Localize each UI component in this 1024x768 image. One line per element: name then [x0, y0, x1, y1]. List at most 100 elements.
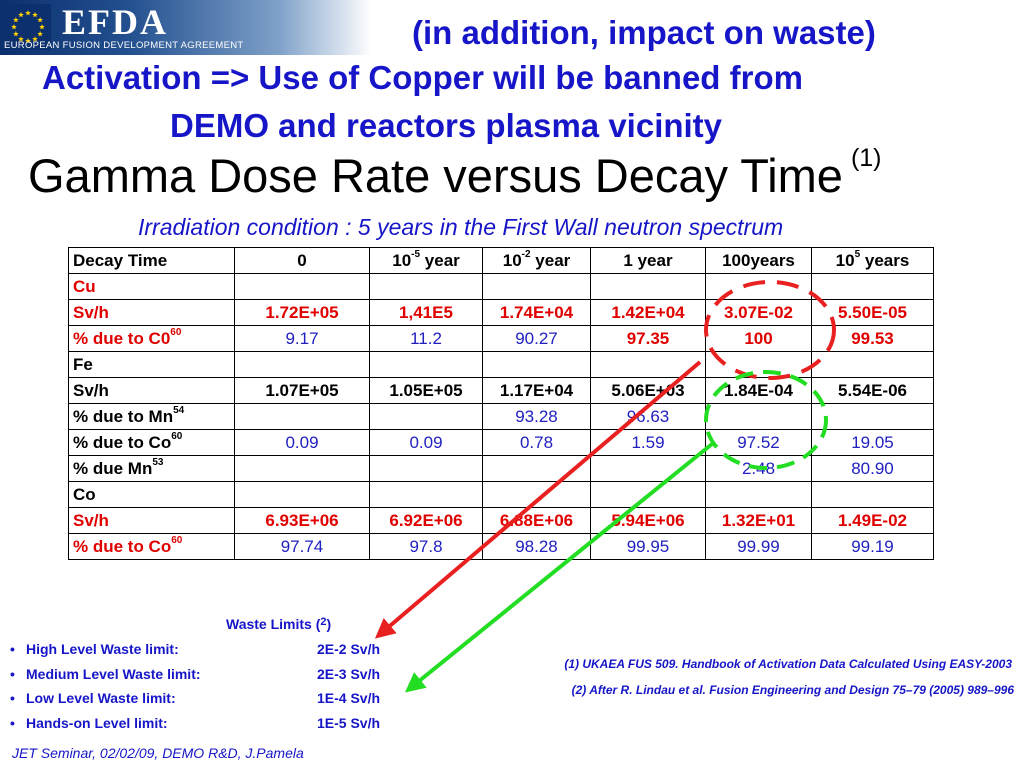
- table-cell: [482, 273, 591, 300]
- table-cell: [482, 351, 591, 378]
- table-cell: 5.06E+03: [590, 377, 706, 404]
- waste-limit-label: High Level Waste limit:: [26, 641, 179, 657]
- table-cell: 3.07E-02: [705, 299, 812, 326]
- star-mark: [25, 38, 31, 44]
- table-cell: [482, 455, 591, 482]
- table-cell: [705, 273, 812, 300]
- row-label: % due to Mn54: [68, 403, 235, 430]
- table-cell: 1.74E+04: [482, 299, 591, 326]
- table-row: Sv/h 1.07E+05 1.05E+05 1.17E+04 5.06E+03 1.84…: [68, 377, 934, 404]
- headline-activation: Activation => Use of Copper will be bann…: [42, 59, 803, 96]
- table-cell: 5.54E-06: [811, 377, 934, 404]
- header-base: 10: [502, 250, 522, 270]
- header-unit: years: [860, 250, 910, 270]
- bullet-icon: •: [10, 665, 15, 682]
- title-footnote-marker: (1): [850, 144, 882, 172]
- star-mark: [39, 24, 45, 30]
- table-cell: 1.32E+01: [705, 507, 812, 534]
- table-cell: 9.17: [234, 325, 370, 352]
- logo-subtitle: EUROPEAN FUSION DEVELOPMENT AGREEMENT: [4, 40, 244, 51]
- table-cell: 1,41E5: [369, 299, 483, 326]
- table-cell: 99.53: [811, 325, 934, 352]
- table-cell: 80.90: [811, 455, 934, 482]
- table-row: % due to Co60 0.09 0.09 0.78 1.59 97.52 19.05: [68, 429, 934, 456]
- table-cell: 0.09: [234, 429, 370, 456]
- isotope-mass-number: 60: [171, 430, 183, 442]
- header-1e-5-year: 10-5 year: [369, 247, 483, 274]
- header-0: 0: [234, 247, 370, 274]
- table-row: Cu: [68, 273, 934, 300]
- table-cell: [811, 273, 934, 300]
- table-cell: [811, 403, 934, 430]
- waste-limit-label: Medium Level Waste limit:: [26, 665, 201, 682]
- table-cell: 90.27: [482, 325, 591, 352]
- star-mark: [13, 17, 19, 23]
- table-cell: [369, 481, 483, 508]
- table-cell: [590, 351, 706, 378]
- table-cell: [234, 273, 370, 300]
- row-label-text: % due to Mn: [73, 406, 174, 426]
- waste-limit-item: • Hands-on Level limit: 1E-5 Sv/h: [10, 714, 380, 731]
- row-label: Fe: [68, 351, 235, 378]
- row-label-text: % due to C0: [73, 328, 171, 348]
- table-cell: 1.05E+05: [369, 377, 483, 404]
- waste-limit-value: 1E-4 Sv/h: [317, 690, 381, 706]
- table-cell: 1.07E+05: [234, 377, 370, 404]
- row-label: % due to C060: [68, 325, 235, 352]
- bullet-icon: •: [10, 714, 15, 731]
- table-cell: [705, 351, 812, 378]
- table-row: % due to Co60 97.74 97.8 98.28 99.95 99.99 99.…: [68, 533, 934, 560]
- table-cell: 96.63: [590, 403, 706, 430]
- table-cell: [482, 481, 591, 508]
- star-mark: [11, 24, 17, 30]
- table-cell: [590, 455, 706, 482]
- table-row: Co: [68, 481, 934, 508]
- header-decay-time: Decay Time: [68, 247, 235, 274]
- row-label-text: % due to Co: [73, 432, 172, 452]
- table-row: % due to Mn54 93.28 96.63: [68, 403, 934, 430]
- table-cell: [234, 351, 370, 378]
- waste-heading-text: Waste Limits (: [226, 616, 321, 632]
- efda-logo-banner: [0, 0, 372, 55]
- table-cell: 1.84E-04: [705, 377, 812, 404]
- row-label-text: % due Mn: [73, 458, 153, 478]
- waste-limit-value: 2E-3 Sv/h: [317, 665, 381, 682]
- table-cell: 97.52: [705, 429, 812, 456]
- table-cell: 99.19: [811, 533, 934, 560]
- table-cell: 11.2: [369, 325, 483, 352]
- row-label: % due Mn53: [68, 455, 235, 482]
- table-cell: [590, 273, 706, 300]
- table-cell: 97.74: [234, 533, 370, 560]
- header-exponent: 5: [854, 248, 861, 260]
- table-cell: [590, 481, 706, 508]
- table-cell: 93.28: [482, 403, 591, 430]
- row-label-text: Sv/h: [73, 302, 109, 322]
- table-cell: 1.59: [590, 429, 706, 456]
- header-100-years: 100years: [705, 247, 812, 274]
- table-cell: [369, 455, 483, 482]
- star-mark: [18, 36, 24, 42]
- reference-2: (2) After R. Lindau et al. Fusion Engine…: [571, 683, 1014, 697]
- table-cell: 99.95: [590, 533, 706, 560]
- table-cell: 6.92E+06: [369, 507, 483, 534]
- logo-name: EFDA: [62, 2, 168, 42]
- row-label-text: Fe: [73, 354, 93, 374]
- table-cell: [369, 351, 483, 378]
- reference-1: (1) UKAEA FUS 509. Handbook of Activatio…: [564, 657, 1012, 671]
- table-cell: [811, 351, 934, 378]
- row-label: % due to Co60: [68, 429, 235, 456]
- star-mark: [37, 31, 43, 37]
- table-cell: [705, 403, 812, 430]
- slide-title: Gamma Dose Rate versus Decay Time (1): [28, 144, 882, 203]
- star-mark: [13, 31, 19, 37]
- table-cell: 1.72E+05: [234, 299, 370, 326]
- header-1e5-years: 105 years: [811, 247, 934, 274]
- table-header-row: Decay Time 0 10-5 year 10-2 year 1 year …: [68, 247, 934, 274]
- header-unit: year: [420, 250, 460, 270]
- table-cell: [234, 481, 370, 508]
- star-mark: [32, 11, 38, 18]
- waste-limit-label: Low Level Waste limit:: [26, 690, 176, 706]
- star-mark: [25, 10, 31, 16]
- row-label-text: Cu: [73, 276, 96, 296]
- star-mark: [32, 36, 38, 42]
